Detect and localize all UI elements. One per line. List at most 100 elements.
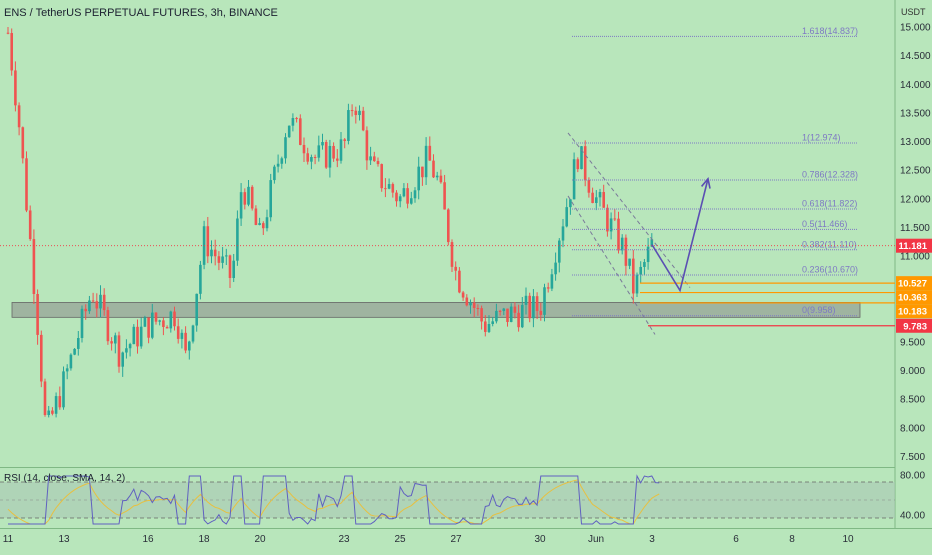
interval-label: 3h bbox=[210, 7, 223, 19]
price-badge-label: 10.183 bbox=[898, 307, 927, 318]
candle-body bbox=[95, 301, 99, 309]
time-tick-label: 25 bbox=[394, 534, 406, 545]
projection-arrowhead bbox=[700, 176, 711, 189]
candle-body bbox=[643, 262, 646, 267]
candle-body bbox=[450, 242, 454, 267]
time-tick-label: 8 bbox=[789, 534, 795, 545]
fib-level-label: 0.618(11.822) bbox=[802, 198, 857, 208]
exchange-label: BINANCE bbox=[229, 7, 278, 19]
support-zone bbox=[11, 302, 861, 318]
channel-upper-line bbox=[567, 132, 691, 288]
time-tick-label: 10 bbox=[842, 534, 854, 545]
candle-body bbox=[461, 292, 465, 298]
candle-body bbox=[602, 192, 605, 208]
channel-lower-line bbox=[567, 195, 656, 335]
candle-body bbox=[535, 296, 539, 311]
price-tick-label: 12.500 bbox=[900, 166, 931, 177]
fib-level-label: 1(12.974) bbox=[802, 133, 841, 143]
candle-body bbox=[25, 158, 28, 211]
time-tick-label: 30 bbox=[534, 534, 546, 545]
price-tick-label: 13.000 bbox=[900, 137, 931, 148]
candle-body bbox=[162, 320, 165, 327]
candle-body bbox=[406, 188, 409, 204]
candle-body bbox=[598, 192, 602, 198]
candle-body bbox=[151, 312, 154, 338]
candle-body bbox=[106, 310, 110, 342]
candle-body bbox=[199, 264, 202, 294]
candle-body bbox=[350, 110, 354, 112]
candle-body bbox=[632, 258, 635, 294]
price-tick-label: 9.000 bbox=[900, 366, 925, 377]
candle-body bbox=[347, 110, 350, 141]
candle-body bbox=[158, 320, 161, 322]
candle-body bbox=[384, 188, 387, 190]
candle-body bbox=[306, 153, 309, 162]
candle-body bbox=[110, 341, 113, 344]
candle-body bbox=[77, 338, 80, 349]
candle-body bbox=[154, 312, 158, 322]
price-tick-label: 14.000 bbox=[900, 80, 931, 91]
price-tick-label: 11.500 bbox=[900, 223, 930, 234]
candle-body bbox=[439, 175, 443, 183]
candle-body bbox=[546, 287, 550, 289]
time-tick-label: 3 bbox=[649, 534, 655, 545]
candle-body bbox=[291, 118, 295, 126]
candle-body bbox=[165, 326, 169, 329]
price-badge-label: 9.783 bbox=[903, 321, 927, 332]
candle-body bbox=[299, 118, 302, 145]
candle-body bbox=[565, 207, 568, 227]
candle-body bbox=[250, 186, 254, 209]
candle-body bbox=[32, 239, 36, 295]
candle-body bbox=[639, 266, 642, 275]
candle-body bbox=[254, 208, 258, 225]
price-tick-label: 13.500 bbox=[900, 108, 931, 119]
candle-body bbox=[21, 127, 25, 159]
candle-body bbox=[125, 348, 128, 353]
candle-body bbox=[524, 295, 528, 305]
candle-body bbox=[417, 166, 420, 191]
rsi-tick-label: 80.00 bbox=[900, 471, 925, 482]
candle-body bbox=[321, 142, 324, 146]
candle-body bbox=[435, 175, 439, 178]
candle-body bbox=[491, 321, 494, 324]
candle-body bbox=[228, 255, 232, 278]
candle-body bbox=[180, 332, 184, 339]
price-badge bbox=[896, 238, 932, 253]
candle-body bbox=[521, 304, 524, 328]
candle-body bbox=[458, 270, 461, 293]
candle-body bbox=[358, 110, 361, 116]
candle-body bbox=[265, 217, 269, 229]
time-tick-label: 16 bbox=[142, 534, 154, 545]
candle-body bbox=[258, 223, 261, 225]
candle-body bbox=[469, 302, 472, 306]
candle-body bbox=[280, 158, 284, 164]
candle-body bbox=[88, 300, 91, 312]
candle-body bbox=[620, 237, 624, 251]
price-tick-label: 12.000 bbox=[900, 194, 931, 205]
candle-body bbox=[583, 146, 587, 180]
candle-body bbox=[273, 166, 276, 181]
candle-body bbox=[324, 142, 328, 168]
candle-body bbox=[221, 256, 224, 263]
candle-body bbox=[476, 308, 480, 310]
candle-body bbox=[410, 198, 413, 204]
candle-body bbox=[465, 297, 469, 306]
candle-body bbox=[40, 334, 43, 382]
candle-body bbox=[121, 352, 124, 367]
candle-body bbox=[413, 190, 417, 199]
candle-body bbox=[421, 166, 424, 178]
candle-body bbox=[232, 260, 235, 278]
time-tick-label: 11 bbox=[3, 534, 14, 545]
candle-body bbox=[14, 70, 17, 106]
candle-body bbox=[613, 218, 617, 220]
fib-level-label: 1.618(14.837) bbox=[802, 26, 858, 36]
fib-level-label: 0.786(12.328) bbox=[802, 170, 858, 180]
candle-body bbox=[365, 130, 369, 161]
candle-body bbox=[328, 145, 332, 168]
time-tick-label: 20 bbox=[254, 534, 266, 545]
price-tick-label: 15.000 bbox=[900, 23, 931, 34]
candle-body bbox=[343, 139, 346, 141]
candle-body bbox=[295, 118, 298, 120]
